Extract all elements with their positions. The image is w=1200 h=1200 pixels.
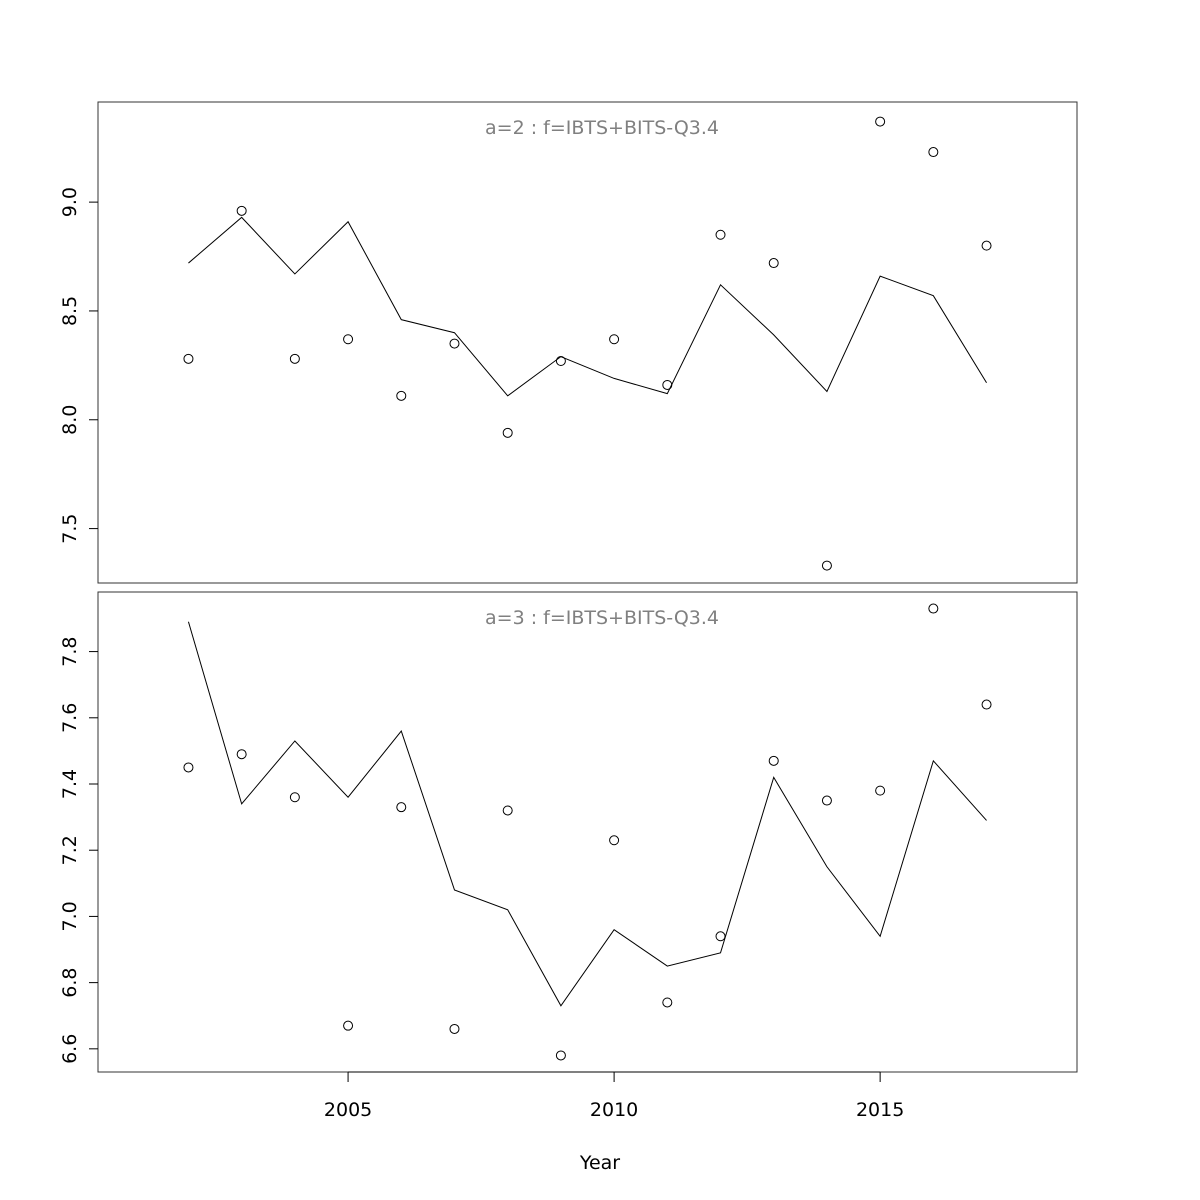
y-tick-label: 7.0 (59, 901, 81, 931)
y-tick-label: 7.5 (59, 513, 81, 543)
observed-point (555, 356, 566, 366)
observed-point (768, 258, 779, 269)
y-tick-label: 7.4 (59, 769, 81, 799)
y-tick-label: 8.5 (59, 296, 81, 326)
observed-point (502, 805, 513, 816)
x-axis-title: Year (579, 1152, 620, 1174)
observed-point (609, 334, 620, 345)
panel-title: a=2 : f=IBTS+BITS-Q3.4 (485, 117, 719, 139)
observed-point (502, 427, 513, 438)
observed-point (289, 792, 300, 803)
observed-point (289, 353, 300, 364)
observed-point (821, 795, 832, 806)
observed-point (928, 147, 939, 158)
observed-point (715, 931, 726, 942)
y-tick-label: 7.6 (59, 703, 81, 733)
fitted-line (187, 621, 987, 1007)
observed-point (343, 334, 354, 345)
x-tick-label: 2015 (856, 1099, 904, 1121)
observed-point (662, 997, 673, 1008)
panel-age-2: a=2 : f=IBTS+BITS-Q3.4 7.5 8.0 8.5 9.0 (59, 101, 1078, 584)
panel-title: a=3 : f=IBTS+BITS-Q3.4 (485, 607, 719, 629)
observed-point (183, 762, 194, 773)
observed-point (768, 755, 779, 766)
observed-point (609, 835, 620, 846)
observed-point (236, 205, 247, 216)
observed-point (875, 785, 886, 796)
y-tick-label: 7.2 (59, 835, 81, 865)
x-tick-label: 2010 (590, 1099, 638, 1121)
y-tick-label: 9.0 (59, 187, 81, 217)
panel-age-3: a=3 : f=IBTS+BITS-Q3.4 6.6 6.8 7.0 7.2 7.4 7.… (59, 591, 1078, 1073)
observed-point (343, 1020, 354, 1031)
observed-point (821, 560, 832, 571)
plot-frame (97, 101, 1078, 584)
observed-point (662, 379, 673, 390)
observed-point (396, 802, 407, 813)
observed-point (236, 749, 247, 760)
observed-point (449, 1023, 460, 1034)
observed-point (981, 240, 992, 251)
plot-frame (97, 591, 1078, 1073)
observed-point (449, 338, 460, 349)
observed-point (981, 699, 992, 710)
observed-point (875, 116, 886, 127)
y-tick-label: 6.6 (59, 1034, 81, 1064)
observed-point (715, 229, 726, 240)
observed-point (183, 353, 194, 364)
observed-point (396, 390, 407, 401)
x-axis: 2005 2010 2015 (324, 1071, 904, 1121)
y-tick-label: 6.8 (59, 968, 81, 998)
x-tick-label: 2005 (324, 1099, 372, 1121)
y-tick-label: 8.0 (59, 405, 81, 435)
fitted-line (188, 216, 987, 397)
observed-point (928, 603, 939, 614)
y-tick-label: 7.8 (59, 636, 81, 666)
observed-point (555, 1050, 566, 1061)
